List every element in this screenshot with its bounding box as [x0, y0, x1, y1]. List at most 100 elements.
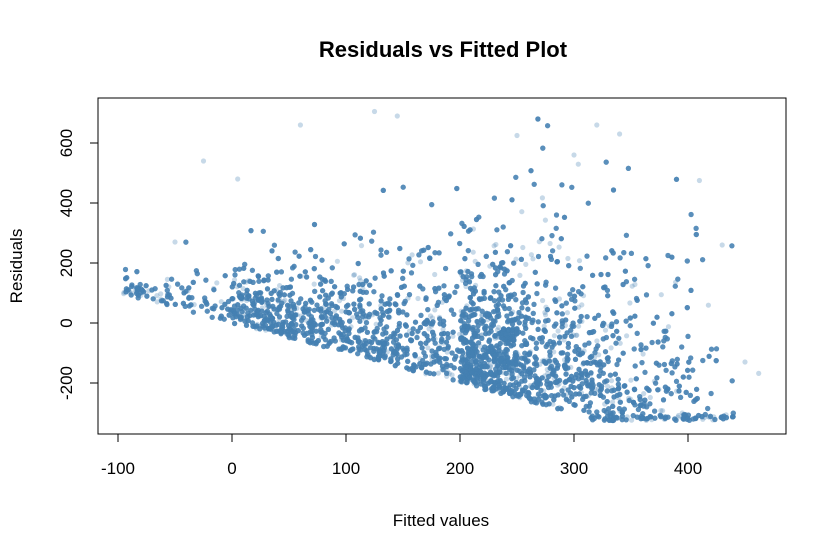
- data-point: [602, 321, 608, 327]
- data-point: [500, 260, 506, 266]
- data-point: [537, 392, 544, 399]
- data-point: [490, 261, 496, 267]
- data-point: [439, 331, 445, 337]
- data-point: [278, 303, 284, 309]
- data-point: [315, 338, 321, 344]
- data-point: [519, 371, 525, 377]
- data-point: [280, 299, 286, 305]
- data-point: [381, 339, 387, 345]
- data-point: [656, 386, 662, 393]
- data-point: [419, 365, 425, 371]
- data-point: [124, 275, 130, 281]
- data-point: [470, 377, 476, 383]
- data-point: [494, 327, 501, 333]
- data-point: [366, 352, 372, 358]
- data-point: [517, 395, 523, 401]
- data-point: [465, 345, 471, 351]
- data-point: [219, 305, 225, 311]
- data-point: [425, 345, 431, 351]
- data-point: [559, 303, 565, 309]
- data-point: [289, 315, 295, 321]
- data-point: [128, 290, 134, 296]
- data-point: [463, 325, 470, 331]
- data-point: [465, 372, 471, 378]
- data-point: [492, 345, 498, 351]
- data-point: [412, 352, 418, 358]
- data-point: [527, 382, 534, 389]
- data-point: [367, 282, 373, 288]
- data-point: [461, 367, 467, 373]
- data-point: [500, 389, 506, 395]
- data-point: [643, 417, 649, 423]
- data-point: [495, 373, 501, 379]
- data-point: [499, 355, 505, 361]
- data-point: [475, 369, 482, 375]
- data-point: [466, 314, 472, 320]
- data-point: [472, 288, 478, 294]
- data-point: [273, 287, 280, 293]
- data-point: [473, 306, 479, 312]
- data-point: [485, 378, 491, 384]
- data-point: [459, 277, 466, 283]
- data-point: [489, 386, 495, 392]
- data-point: [268, 290, 274, 296]
- data-point: [275, 298, 281, 304]
- data-point: [598, 271, 604, 278]
- data-point: [485, 380, 491, 386]
- data-point: [655, 339, 661, 345]
- data-point: [479, 332, 485, 338]
- data-point: [382, 301, 388, 307]
- data-point: [292, 312, 298, 318]
- data-point: [286, 333, 292, 339]
- data-point: [377, 347, 383, 353]
- data-point: [468, 366, 474, 372]
- data-point: [561, 362, 568, 368]
- data-point: [506, 340, 512, 346]
- data-point: [502, 364, 508, 370]
- data-point: [580, 361, 586, 367]
- data-point: [437, 359, 443, 365]
- data-point: [513, 386, 519, 392]
- data-point: [711, 414, 717, 420]
- data-point: [545, 360, 551, 366]
- data-point: [617, 391, 623, 397]
- data-point: [692, 397, 699, 403]
- data-point: [585, 383, 591, 389]
- data-point: [350, 315, 356, 321]
- data-point: [246, 293, 252, 299]
- data-point: [402, 322, 409, 328]
- data-point: [440, 340, 446, 346]
- data-point: [450, 329, 456, 335]
- data-point: [488, 369, 494, 375]
- data-point: [419, 345, 425, 351]
- data-point: [487, 366, 493, 372]
- data-point: [663, 328, 669, 334]
- data-point: [539, 195, 546, 201]
- data-point: [393, 350, 399, 356]
- data-point: [480, 318, 486, 324]
- data-point: [481, 373, 487, 379]
- data-point: [384, 349, 390, 355]
- data-point: [243, 279, 249, 285]
- data-point: [588, 380, 595, 386]
- data-point: [588, 370, 594, 376]
- data-point: [504, 268, 510, 274]
- data-point: [465, 356, 471, 362]
- data-point: [605, 355, 611, 361]
- data-point: [462, 308, 468, 314]
- data-point: [311, 320, 317, 327]
- data-point: [723, 415, 730, 421]
- data-point: [431, 371, 437, 377]
- data-point: [472, 258, 478, 264]
- data-point: [595, 386, 601, 392]
- data-point: [596, 352, 602, 358]
- data-point: [188, 302, 194, 308]
- data-point: [211, 285, 217, 292]
- data-point: [460, 367, 466, 373]
- data-point: [611, 310, 617, 316]
- data-point: [181, 290, 187, 296]
- data-point: [231, 277, 238, 283]
- data-point: [377, 353, 383, 359]
- data-point: [352, 334, 358, 340]
- data-point: [644, 416, 650, 422]
